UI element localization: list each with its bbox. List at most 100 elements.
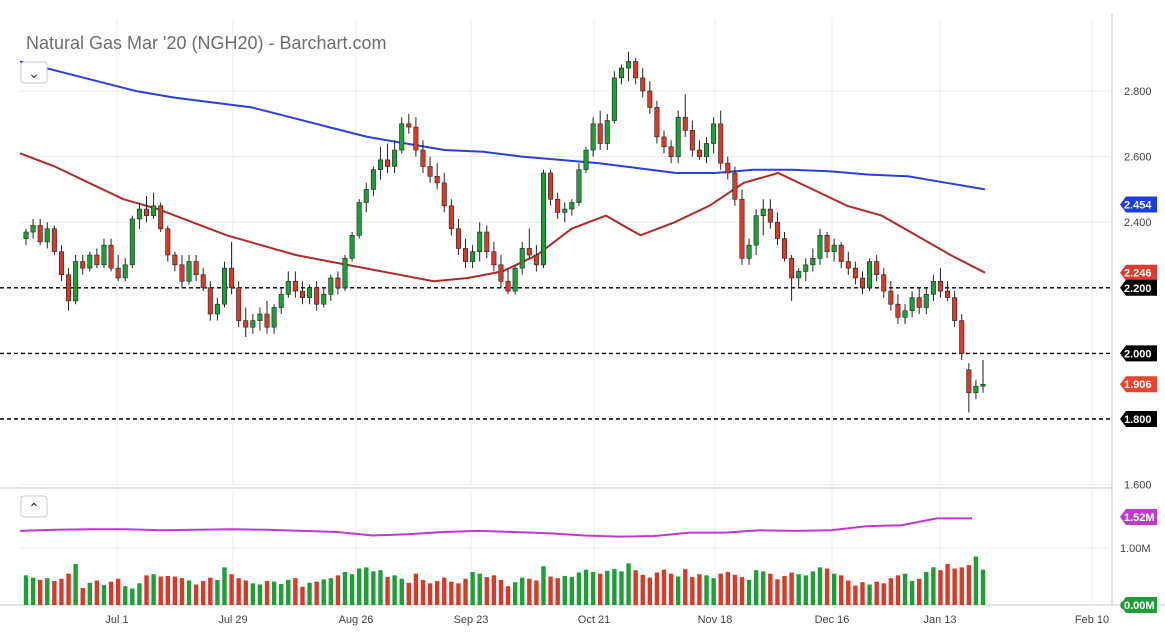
volume-bar <box>335 575 341 605</box>
candle <box>186 255 192 285</box>
volume-bar <box>909 581 915 605</box>
candle-body <box>314 287 320 305</box>
candle-body <box>633 61 639 79</box>
candle-body <box>136 208 142 220</box>
volume-bar <box>37 579 43 605</box>
candle-body <box>491 251 497 266</box>
volume-bar <box>45 578 50 605</box>
candle-body <box>299 290 305 298</box>
volume-bar <box>201 581 206 605</box>
candle-body <box>115 267 121 279</box>
candle <box>363 182 369 213</box>
candle-body <box>470 251 476 262</box>
volume-bar <box>406 582 411 605</box>
candle <box>923 287 929 315</box>
candle-body <box>498 264 504 282</box>
candle-body <box>725 162 731 174</box>
candle <box>810 248 816 272</box>
candle-body <box>867 261 873 289</box>
candle <box>831 238 837 262</box>
candle-body <box>292 280 298 292</box>
collapse-sub-button[interactable]: ⌃ <box>20 495 48 518</box>
candle <box>44 222 50 249</box>
volume-bar <box>640 574 645 605</box>
time-tick-label: Nov 18 <box>698 614 733 626</box>
candle <box>824 232 830 259</box>
candle-body <box>845 261 851 269</box>
time-tick-label: Oct 21 <box>578 614 610 626</box>
volume-bar <box>980 569 986 605</box>
badge-label: 2.200 <box>1124 283 1152 295</box>
collapse-main-button[interactable]: ⌄ <box>20 61 48 84</box>
volume-bar <box>505 586 511 605</box>
volume-bar <box>874 581 879 605</box>
candle-body <box>555 198 561 213</box>
candle-body <box>243 320 249 328</box>
volume-bar <box>137 583 142 605</box>
candle <box>264 300 270 334</box>
candle <box>555 192 561 219</box>
candle <box>307 284 313 305</box>
volume-bar <box>583 569 589 605</box>
candle-body <box>427 166 433 177</box>
candle-body <box>307 287 313 298</box>
candle-body <box>945 290 951 298</box>
candle-body <box>463 248 469 262</box>
badge-label: 2.454 <box>1124 199 1152 211</box>
volume-bar <box>80 587 85 605</box>
candle <box>30 218 36 239</box>
candle <box>385 143 391 173</box>
candle <box>937 268 943 298</box>
candle <box>356 199 362 239</box>
volume-bar <box>364 567 369 605</box>
price-badge: 1.800 <box>1120 411 1157 427</box>
candle <box>661 130 667 154</box>
volume-bar <box>512 582 518 605</box>
candle-body <box>193 261 199 275</box>
volume-bar <box>831 573 837 605</box>
candle-body <box>803 264 809 272</box>
badge-shape <box>1120 509 1157 525</box>
candle-body <box>590 123 596 151</box>
candle-body <box>434 175 440 184</box>
candle-body <box>179 264 185 282</box>
volume-bar <box>598 573 603 605</box>
candle <box>789 255 795 301</box>
candle <box>895 294 901 324</box>
candle <box>817 228 823 265</box>
candle <box>767 199 773 229</box>
volume-bar <box>966 565 972 605</box>
volume-bar <box>824 568 830 605</box>
volume-bar <box>654 572 660 605</box>
volume-bar <box>810 571 816 605</box>
candle <box>349 232 355 262</box>
volume-bar <box>193 584 199 605</box>
volume-bar <box>59 578 64 605</box>
candle-body <box>753 215 759 246</box>
volume-bar <box>123 586 128 605</box>
candle <box>193 255 199 282</box>
candle <box>101 238 107 269</box>
candle <box>448 199 454 236</box>
candle-body <box>640 77 646 92</box>
volume-bar <box>753 570 759 605</box>
candle <box>80 255 86 275</box>
volume-bar <box>236 578 241 605</box>
volume-bar <box>243 580 248 605</box>
volume-bar <box>867 584 872 605</box>
volume-bar <box>555 578 560 605</box>
candle <box>711 117 717 154</box>
candle-body <box>980 383 986 387</box>
candle-body <box>654 107 660 138</box>
candle-body <box>562 208 568 213</box>
candle-body <box>236 287 242 321</box>
volume-bar <box>413 573 419 605</box>
candle-body <box>888 290 894 305</box>
price-badge: 2.200 <box>1120 279 1157 296</box>
volume-bar <box>470 571 475 605</box>
volume-bar <box>165 575 170 605</box>
volume-bar <box>527 578 532 605</box>
candle-body <box>711 123 717 144</box>
volume-bar <box>668 573 674 605</box>
candle-body <box>831 244 837 253</box>
